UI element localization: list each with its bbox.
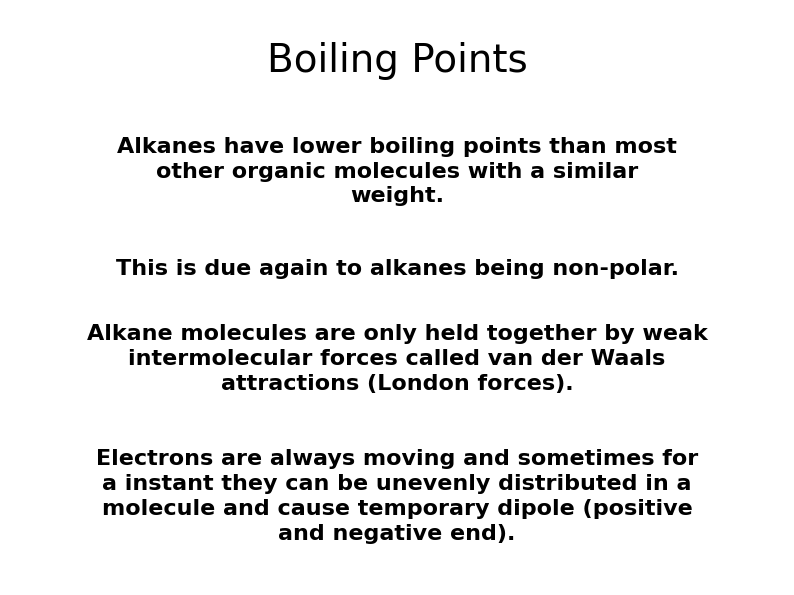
Text: This is due again to alkanes being non-polar.: This is due again to alkanes being non-p… bbox=[115, 259, 679, 279]
Text: Boiling Points: Boiling Points bbox=[267, 42, 527, 80]
Text: Alkane molecules are only held together by weak
intermolecular forces called van: Alkane molecules are only held together … bbox=[87, 324, 707, 394]
Text: Alkanes have lower boiling points than most
other organic molecules with a simil: Alkanes have lower boiling points than m… bbox=[117, 137, 677, 206]
Text: Electrons are always moving and sometimes for
a instant they can be unevenly dis: Electrons are always moving and sometime… bbox=[96, 449, 698, 544]
